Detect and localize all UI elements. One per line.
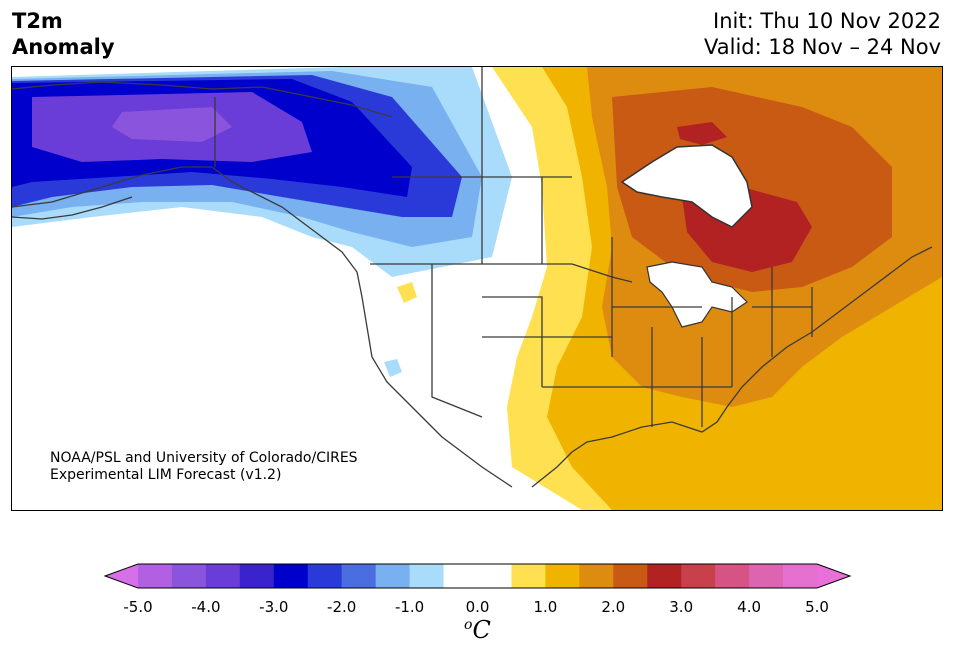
colorbar-bin <box>375 564 411 588</box>
map-title-line1: T2m <box>12 9 63 33</box>
colorbar-bin <box>409 564 445 588</box>
colorbar-bin <box>341 564 377 588</box>
colorbar-over-arrow <box>817 564 850 588</box>
warm-region-hottest-north <box>677 122 727 145</box>
map-title-line2: Anomaly <box>12 35 115 59</box>
cold-region-peak <box>112 107 232 142</box>
init-valid-label: Init: Thu 10 Nov 2022 Valid: 18 Nov – 24… <box>704 8 941 60</box>
colorbar-tick-label: 3.0 <box>669 598 694 616</box>
colorbar-bin <box>205 564 241 588</box>
colorbar-tick-label: 4.0 <box>737 598 762 616</box>
colorbar-outline <box>103 563 852 589</box>
colorbar-bin <box>647 564 682 588</box>
unit-celsius: C <box>472 616 491 644</box>
colorbar-bin <box>613 564 648 588</box>
colorbar-bin <box>443 564 478 588</box>
colorbar-bin <box>239 564 275 588</box>
init-date: Init: Thu 10 Nov 2022 <box>713 9 941 33</box>
credit-text: NOAA/PSL and University of Colorado/CIRE… <box>50 450 358 484</box>
colorbar-bin <box>273 564 309 588</box>
colorbar-tick-label: -5.0 <box>123 598 153 616</box>
anomaly-map: NOAA/PSL and University of Colorado/CIRE… <box>11 66 943 511</box>
hudson-bay <box>620 144 753 228</box>
colorbar-bin <box>307 564 343 588</box>
colorbar-bin <box>171 564 207 588</box>
colorbar-tick-label: -4.0 <box>191 598 221 616</box>
colorbar-bin <box>545 564 580 588</box>
colorbar-tick-label: -1.0 <box>394 598 425 616</box>
valid-range: Valid: 18 Nov – 24 Nov <box>704 35 941 59</box>
colorbar-tick-label: 2.0 <box>601 598 626 616</box>
colorbar-bin <box>579 564 614 588</box>
colorbar-tick-label: 5.0 <box>805 598 829 616</box>
colorbar-bin <box>749 564 784 588</box>
warm-small-patch <box>397 282 417 303</box>
colorbar-bin <box>715 564 750 588</box>
colorbar-bin <box>477 564 512 588</box>
colorbar-bin <box>783 564 818 588</box>
colorbar-unit-label: oC <box>464 616 491 644</box>
unit-degree-superscript: o <box>464 617 473 633</box>
map-canvas <box>12 67 942 510</box>
colorbar-bin <box>511 564 546 588</box>
great-lakes <box>646 261 748 328</box>
colorbar-under-arrow <box>105 564 138 588</box>
colorbar-bin <box>138 564 173 588</box>
credit-line2: Experimental LIM Forecast (v1.2) <box>50 467 282 483</box>
cold-small-patch <box>384 359 402 377</box>
colorbar <box>103 563 852 589</box>
colorbar-tick-label: 0.0 <box>465 598 490 616</box>
colorbar-tick-label: 1.0 <box>533 598 558 616</box>
colorbar-tick-label: -3.0 <box>259 598 289 616</box>
colorbar-bin <box>681 564 716 588</box>
borders <box>12 67 933 488</box>
colorbar-tick-label: -2.0 <box>327 598 357 616</box>
credit-line1: NOAA/PSL and University of Colorado/CIRE… <box>50 450 358 466</box>
map-title: T2m Anomaly <box>12 8 115 60</box>
